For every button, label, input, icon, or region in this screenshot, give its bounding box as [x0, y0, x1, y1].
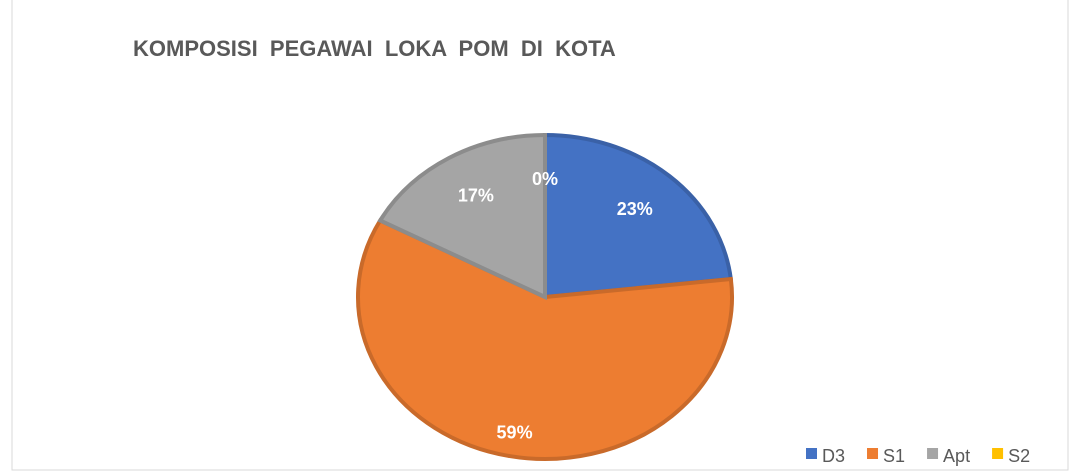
chart-title: KOMPOSISI PEGAWAI LOKA POM DI KOTA — [133, 36, 616, 61]
data-label: 23% — [617, 199, 653, 219]
legend-swatch — [992, 448, 1004, 459]
pie-slice — [377, 132, 547, 301]
legend-swatch — [867, 448, 879, 459]
data-label: 0% — [532, 169, 558, 189]
legend-swatch — [806, 448, 817, 459]
legend-label: Apt — [943, 446, 970, 466]
legend-label: D3 — [822, 446, 845, 466]
legend-label: S1 — [883, 446, 905, 466]
data-label: 17% — [458, 186, 494, 206]
pie-slice — [543, 132, 734, 300]
legend-label: S2 — [1008, 446, 1030, 466]
pie-slice — [356, 217, 734, 461]
legend-swatch — [927, 448, 939, 459]
data-label: 59% — [497, 423, 533, 443]
